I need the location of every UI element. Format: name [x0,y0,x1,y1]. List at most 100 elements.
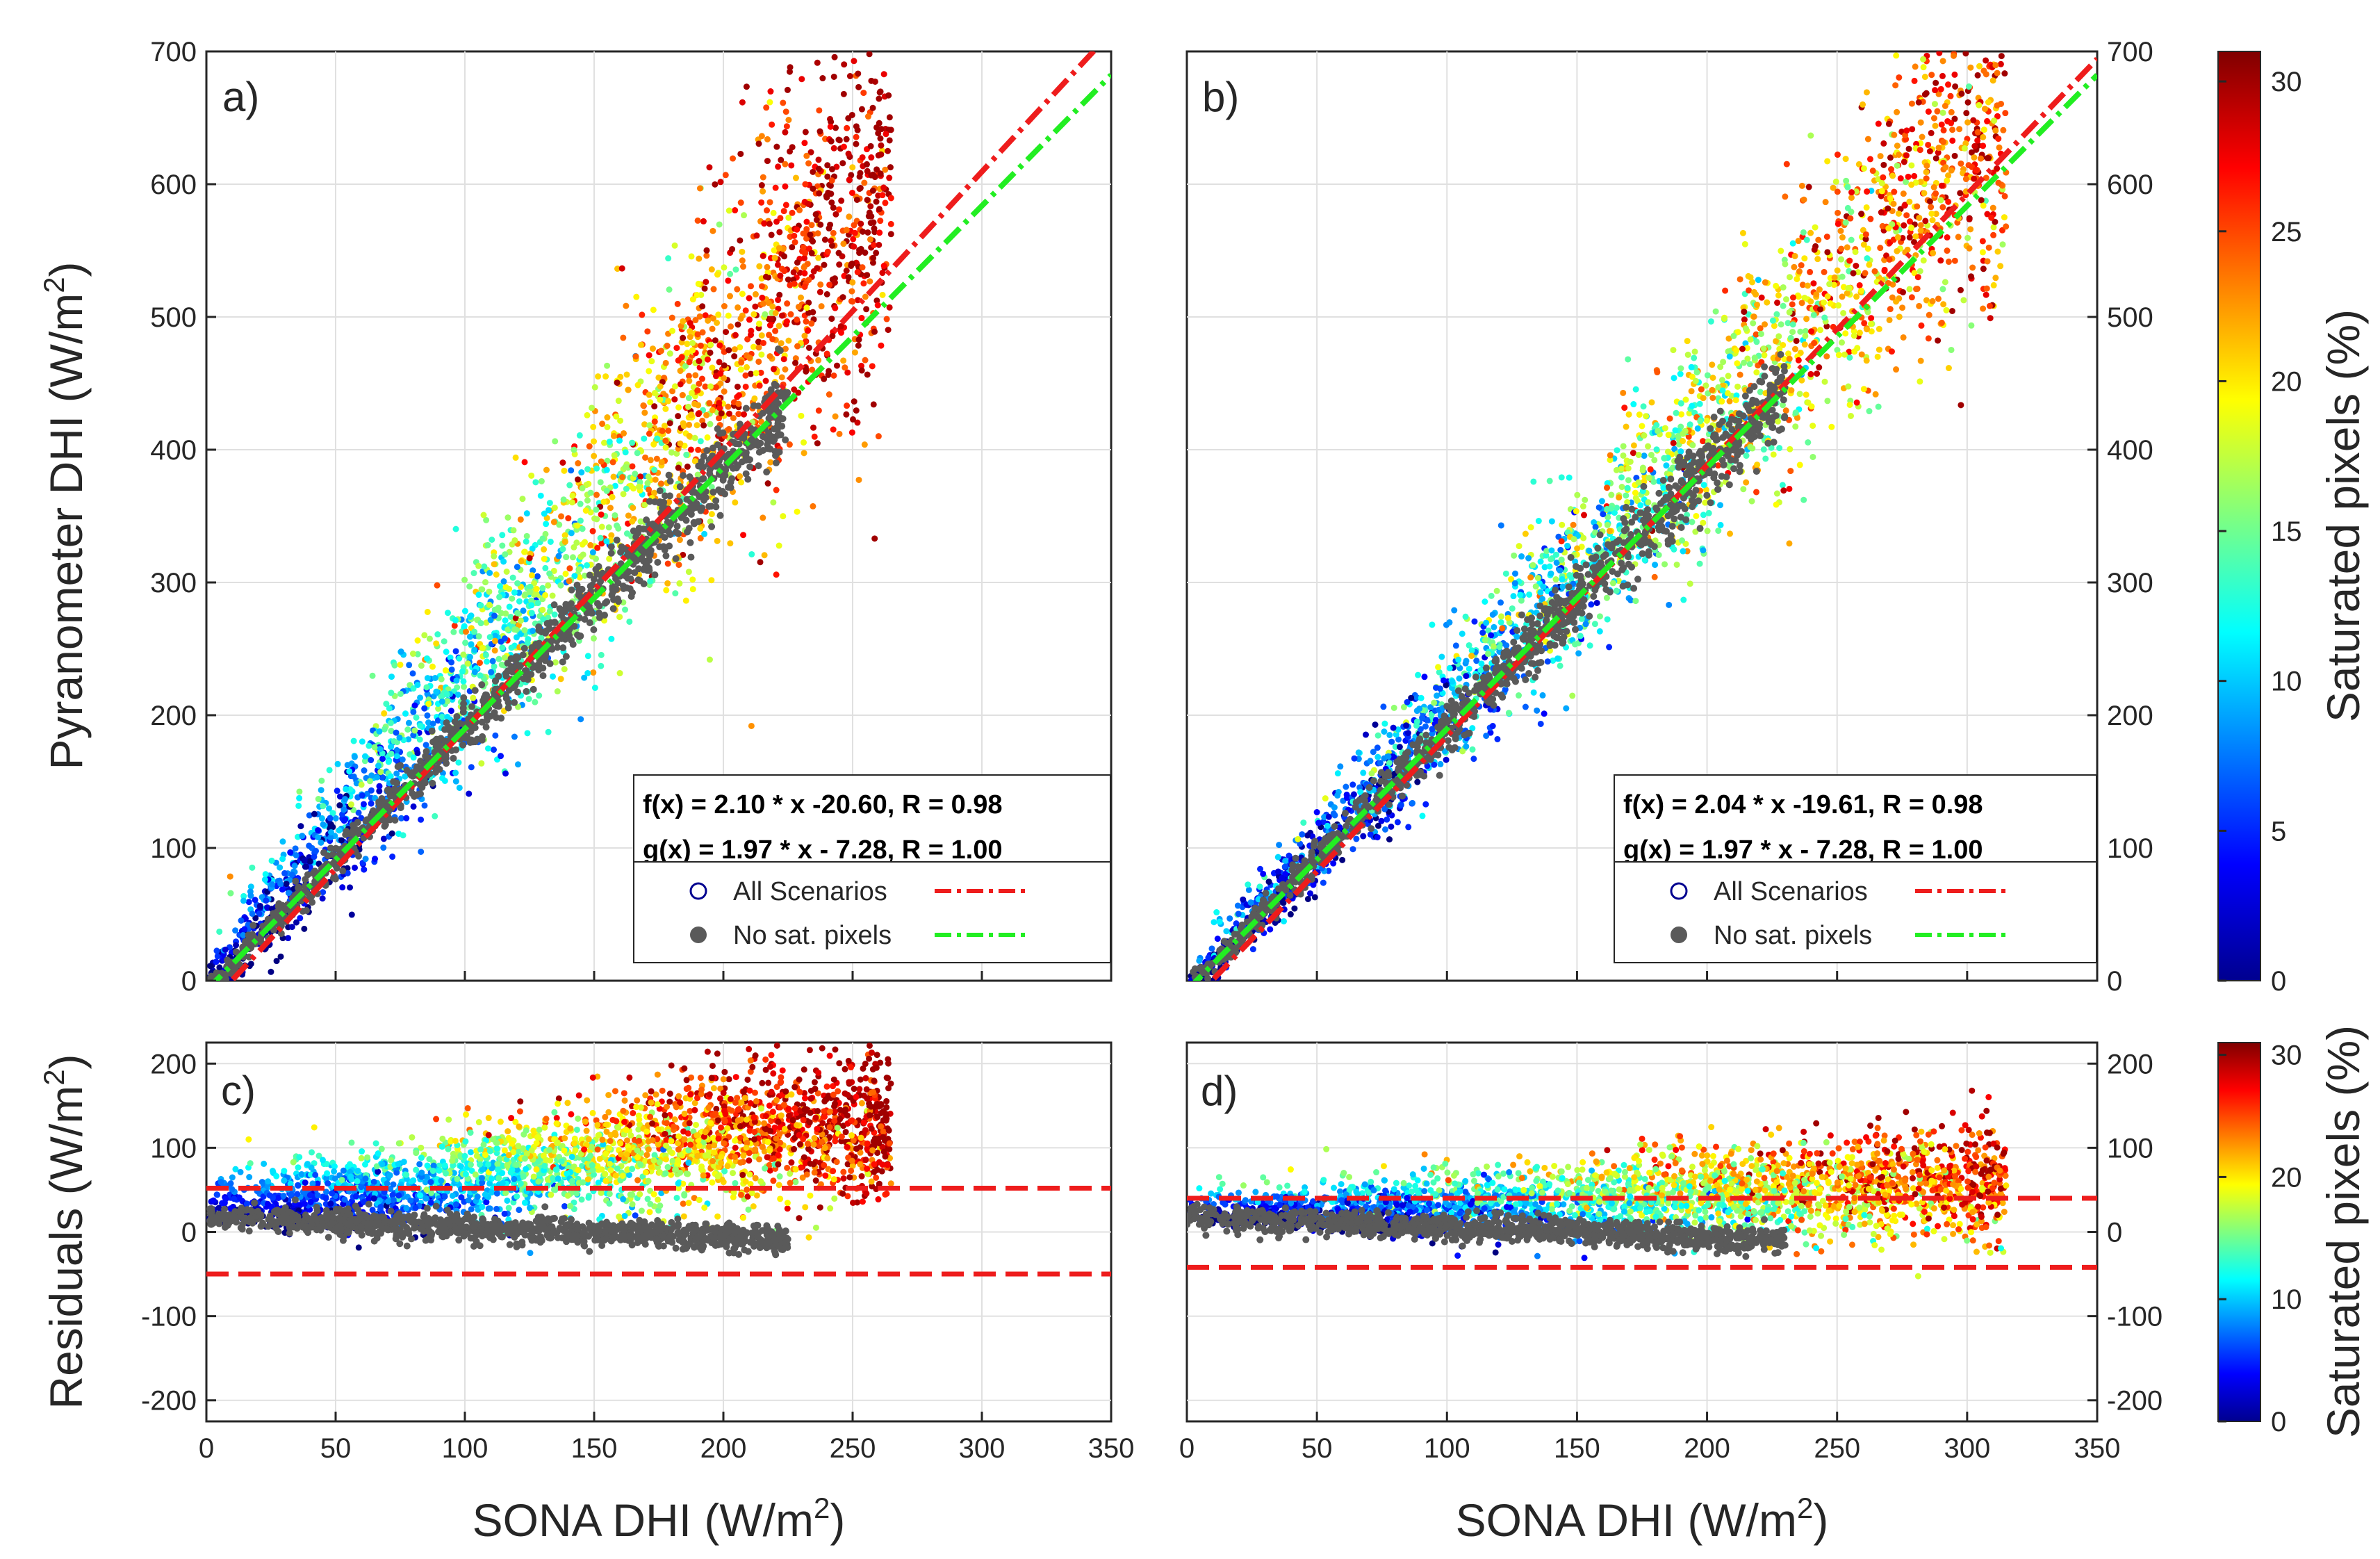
scatter-point [598,651,605,658]
scatter-point [800,244,807,251]
scatter-point [577,574,584,581]
scatter-point [434,631,441,638]
scatter-point [842,364,848,371]
scatter-point [1939,72,1946,79]
scatter-point [1923,175,1930,182]
scatter-point [1935,90,1942,97]
scatter-point [491,663,498,670]
scatter-point [760,339,767,346]
scatter-point [730,155,737,162]
scatter-point [1505,710,1512,717]
scatter-point [845,274,852,281]
scatter-point [1720,359,1727,366]
scatter-point [770,366,777,373]
scatter-point [870,401,877,408]
scatter-point [1805,439,1812,446]
scatter-point [410,754,417,761]
scatter-point [361,866,368,873]
scatter-point-no-sat [468,703,476,710]
scatter-point [576,432,583,439]
scatter-point [707,349,714,356]
scatter-point [1641,452,1648,459]
scatter-point [805,327,812,334]
scatter-point-no-sat [763,468,771,476]
scatter-point [1839,293,1846,300]
scatter-point [816,107,823,114]
scatter-point-no-sat [751,436,759,443]
scatter-point [750,343,757,350]
scatter-point [528,597,535,604]
scatter-point [689,586,696,593]
scatter-point [725,277,732,284]
scatter-point [760,252,766,259]
scatter-point [869,104,876,111]
scatter-point [484,658,491,665]
scatter-point [801,270,808,277]
scatter-point [780,513,787,520]
scatter-point [334,760,341,767]
scatter-point [758,351,765,358]
scatter-point [514,703,521,710]
scatter-point [810,185,816,192]
scatter-point [1789,329,1796,336]
scatter-point-no-sat [407,770,414,778]
scatter-point [1604,616,1611,623]
scatter-point [716,342,723,349]
scatter-point [776,291,783,298]
scatter-point [696,255,703,262]
scatter-point [868,172,875,179]
scatter-point [746,295,753,302]
scatter-point [577,500,584,507]
scatter-point [418,848,425,855]
scatter-point [609,493,616,500]
scatter-point [1715,528,1722,534]
scatter-point [1762,321,1768,328]
scatter-point [1963,110,1970,117]
scatter-point-no-sat [460,700,468,708]
scatter-point [780,356,787,363]
scatter-point [801,439,807,446]
scatter-point [857,170,864,177]
scatter-point [2001,193,2008,199]
scatter-point [1596,613,1603,620]
scatter-point-no-sat [480,698,488,705]
scatter-point [444,610,451,617]
panel-a-legend: All Scenarios No sat. pixels [633,861,1111,963]
scatter-point [680,318,687,325]
scatter-point [593,516,600,523]
scatter-point [614,379,621,386]
scatter-point [1780,284,1787,291]
scatter-point-no-sat [767,435,775,443]
scatter-point [856,186,863,193]
scatter-point [700,422,707,429]
scatter-point [851,243,857,250]
scatter-point [1712,308,1719,315]
scatter-point [1846,348,1853,355]
scatter-point [657,480,664,487]
scatter-point [1887,306,1894,313]
scatter-point [1803,316,1810,323]
scatter-point [302,863,309,870]
scatter-point [584,497,591,504]
scatter-point [1482,598,1488,605]
scatter-point [1803,236,1810,243]
scatter-point-no-sat [559,658,566,666]
scatter-point [801,140,808,147]
scatter-point [1858,211,1865,218]
scatter-point [696,380,703,387]
scatter-point [491,612,498,619]
scatter-point [782,129,789,136]
scatter-point [756,382,763,389]
scatter-point [496,594,503,601]
scatter-point [537,492,544,499]
scatter-point [387,719,394,726]
scatter-point [1983,291,1989,298]
scatter-point-no-sat [666,478,674,485]
scatter-point [461,683,468,690]
scatter-point [1798,377,1805,384]
scatter-point [717,370,724,377]
scatter-point [808,250,815,256]
scatter-point [504,514,511,521]
scatter-point-no-sat [662,552,670,560]
